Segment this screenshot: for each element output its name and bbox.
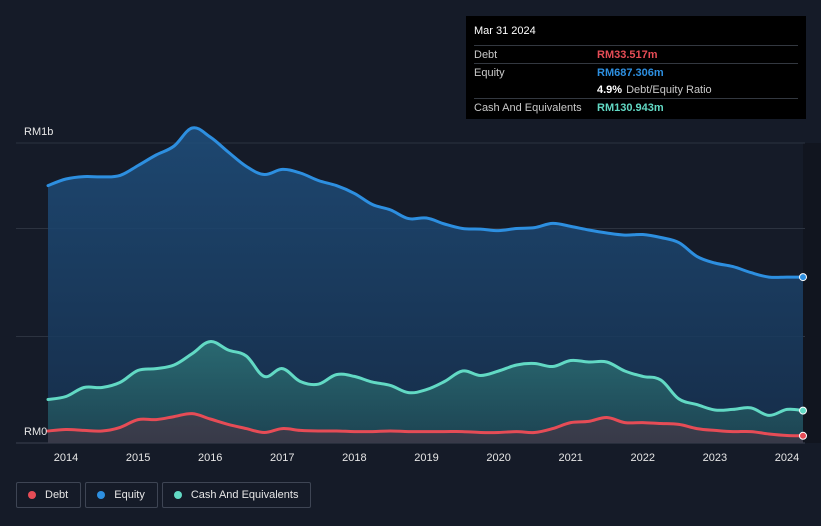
y-axis-top-label: RM1b (24, 126, 53, 138)
legend-item-equity[interactable]: Equity (85, 482, 158, 508)
legend: Debt Equity Cash And Equivalents (16, 482, 312, 508)
debt-end-marker (799, 431, 807, 440)
cash-dot-icon (173, 491, 182, 499)
legend-cash-label: Cash And Equivalents (190, 489, 299, 501)
debt-dot-icon (28, 491, 36, 499)
tooltip-debt-label: Debt (474, 48, 498, 61)
tooltip-date: Mar 31 2024 (474, 25, 536, 37)
tooltip-cash-value: RM130.943m (597, 101, 664, 114)
tooltip-cash-label: Cash And Equivalents (474, 101, 582, 114)
cash-line (46, 340, 805, 417)
tooltip-ratio-label: Debt/Equity Ratio (626, 83, 712, 96)
x-tick-label: 2015 (126, 452, 150, 464)
tooltip-ratio-value: 4.9% (597, 83, 623, 96)
future-shade (803, 143, 821, 443)
tooltip-row-cash: Cash And Equivalents RM130.943m (474, 98, 798, 116)
tooltip-debt-value: RM33.517m (597, 48, 658, 61)
x-tick-label: 2014 (54, 452, 78, 464)
tooltip-equity-label: Equity (474, 66, 505, 79)
x-tick-label: 2022 (631, 452, 655, 464)
debt-line (46, 412, 805, 438)
x-tick-label: 2020 (486, 452, 510, 464)
legend-debt-label: Debt (45, 489, 69, 501)
x-tick-label: 2019 (414, 452, 438, 464)
legend-equity-label: Equity (114, 489, 145, 501)
legend-item-debt[interactable]: Debt (16, 482, 82, 508)
equity-dot-icon (97, 491, 106, 499)
equity-end-marker (799, 273, 807, 282)
tooltip-row-debt: Debt RM33.517m (474, 45, 798, 63)
cash-end-marker (799, 406, 807, 415)
tooltip-row-ratio: 4.9% Debt/Equity Ratio (474, 81, 798, 98)
tooltip-equity-value: RM687.306m (597, 66, 664, 79)
x-tick-label: 2018 (342, 452, 366, 464)
tooltip-panel: Mar 31 2024 Debt RM33.517m Equity RM687.… (466, 16, 806, 119)
x-tick-label: 2024 (775, 452, 799, 464)
x-tick-label: 2016 (198, 452, 222, 464)
x-tick-label: 2021 (558, 452, 582, 464)
debt-area (48, 413, 803, 443)
equity-line (46, 126, 805, 279)
x-tick-label: 2023 (703, 452, 727, 464)
legend-item-cash[interactable]: Cash And Equivalents (161, 482, 312, 508)
tooltip-row-equity: Equity RM687.306m (474, 63, 798, 81)
y-axis-bottom-label: RM0 (24, 426, 47, 438)
x-tick-label: 2017 (270, 452, 294, 464)
